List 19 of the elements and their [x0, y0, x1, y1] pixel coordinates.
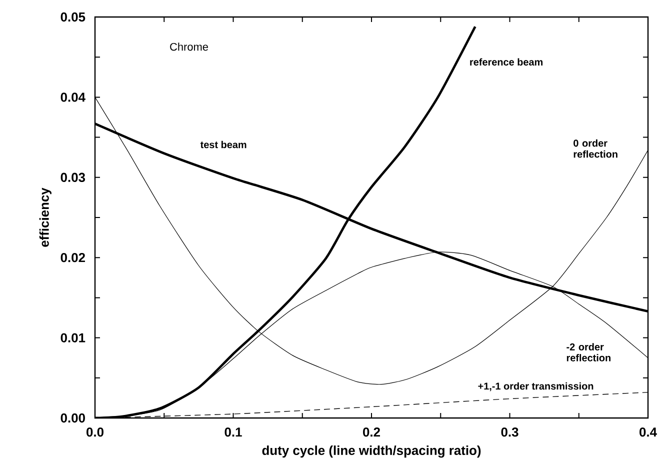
y-tick-label: 0.03: [60, 172, 86, 182]
x-axis-title: duty cycle (line width/spacing ratio): [262, 446, 481, 458]
y-axis-title: efficiency: [39, 188, 52, 247]
series-label: test beam: [200, 140, 246, 148]
x-tick-label: 0.3: [501, 427, 518, 437]
y-tick-label: 0.02: [60, 253, 85, 262]
x-tick-label: 0.4: [640, 427, 657, 437]
y-tick-label: 0.04: [60, 92, 86, 102]
series-label: -2 order reflection: [566, 343, 610, 362]
text: 0 order reflection: [574, 139, 618, 158]
y-tick-label: 0.00: [60, 413, 85, 423]
series-label: reference beam: [470, 58, 542, 66]
y-tick-label: 0.05: [60, 12, 86, 22]
series-label: +1,-1 order transmission: [478, 382, 594, 392]
y-tick-label: 0.01: [60, 333, 86, 342]
x-tick-label: 0.0: [86, 427, 104, 437]
annotation: Chrome: [170, 42, 208, 51]
x-tick-label: 0.2: [363, 427, 380, 437]
x-tick-label: 0.1: [224, 427, 242, 437]
